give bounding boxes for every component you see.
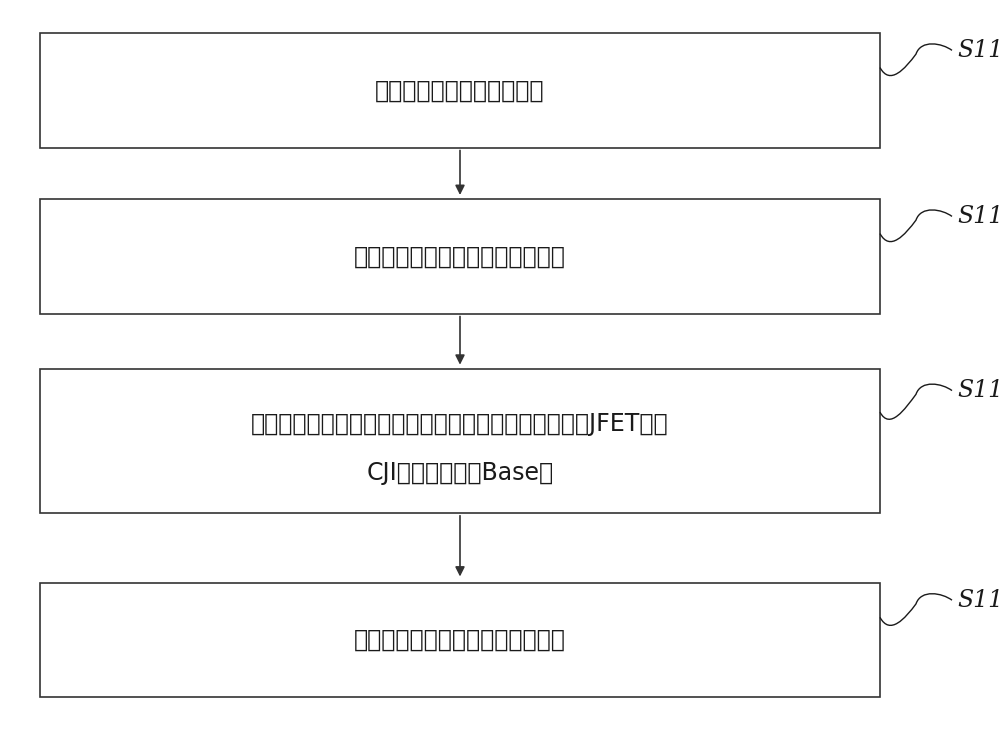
- Text: 在所述外延层内通过离子注入及退火工艺分别形成中心JFET注入: 在所述外延层内通过离子注入及退火工艺分别形成中心JFET注入: [251, 412, 669, 435]
- Text: 在所述缓冲层上外延生长外延层；: 在所述缓冲层上外延生长外延层；: [354, 244, 566, 269]
- Text: S113: S113: [957, 589, 1000, 612]
- FancyBboxPatch shape: [40, 583, 880, 697]
- Text: S111: S111: [957, 205, 1000, 228]
- FancyBboxPatch shape: [40, 199, 880, 314]
- Text: 在衬底上外延生长缓冲层；: 在衬底上外延生长缓冲层；: [375, 78, 545, 103]
- Text: 在所述外延层上形成第一栅介质层: 在所述外延层上形成第一栅介质层: [354, 628, 566, 652]
- FancyBboxPatch shape: [40, 369, 880, 513]
- Text: CJI掺杂区及基区Base区: CJI掺杂区及基区Base区: [366, 461, 554, 485]
- Text: S110: S110: [957, 39, 1000, 62]
- Text: S112: S112: [957, 379, 1000, 402]
- FancyBboxPatch shape: [40, 33, 880, 148]
